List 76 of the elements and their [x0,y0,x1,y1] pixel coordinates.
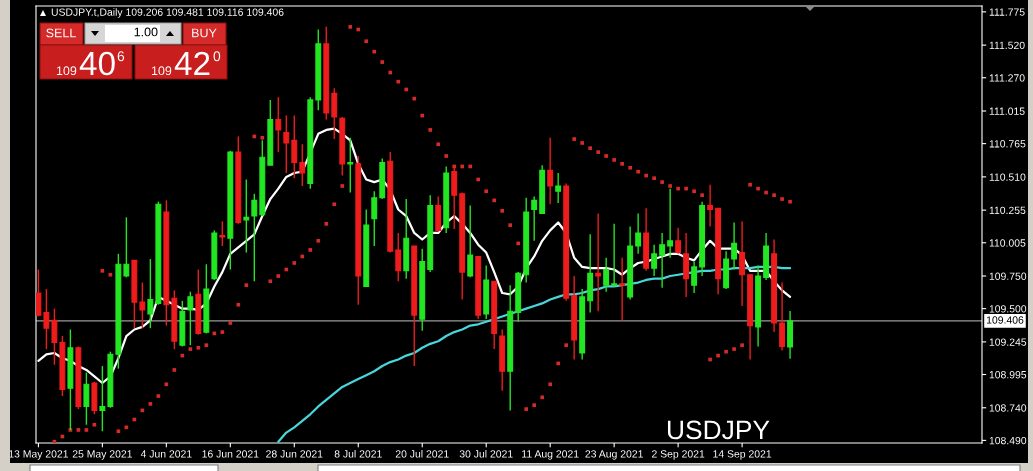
annotation: 6 [117,51,125,62]
x-tick-label: 28 Jun 2021 [266,450,323,458]
annotation: 109 [56,66,77,76]
y-tick-label: 111.520 [989,41,1025,50]
y-tick-label: 109.245 [989,338,1027,346]
candlestick [667,187,674,259]
x-tick-label: 16 Jun 2021 [202,450,259,458]
x-tick-label: 20 Jul 2021 [395,449,449,458]
candlestick [347,137,354,194]
candlestick [739,220,746,307]
annotation: 40 [79,51,115,76]
candlestick [123,216,130,279]
candlestick [43,288,50,350]
annotation: USDJPY [667,420,770,440]
candlestick [395,232,402,282]
candlestick [595,212,602,312]
annotation: BUY [192,28,217,38]
x-tick-label: 13 May 2021 [9,450,69,460]
candlestick [619,257,626,322]
x-tick-label: 30 Jul 2021 [459,449,513,458]
candlestick [291,114,298,179]
candlestick [219,220,226,247]
candlestick [371,190,378,247]
candlestick [283,114,290,174]
candlestick [36,268,42,318]
x-tick-label: 2 Sep 2021 [652,450,705,460]
candlestick [251,193,258,282]
candlestick [275,96,282,153]
candlestick [659,232,666,289]
candlestick [603,257,610,293]
candlestick [555,172,562,204]
candlestick [243,178,250,254]
candlestick [635,212,642,255]
ref-line-label: 109.406 [986,316,1024,324]
candlestick [99,365,106,432]
annotation: 1.00 [134,27,158,37]
y-tick-label: 110.765 [989,140,1026,148]
y-tick-label: 110.005 [989,239,1026,247]
annotation: 42 [174,51,210,75]
candlestick [611,223,618,288]
candlestick [731,221,738,271]
y-tick-label: 109.750 [989,272,1027,280]
annotation: 109 [151,66,172,76]
candlestick [779,281,786,352]
candlestick [331,87,338,140]
x-tick-label: 14 Sep 2021 [713,450,772,460]
x-tick-label: 4 Jun 2021 [140,450,192,458]
candlestick [187,290,194,346]
candlestick [675,227,682,255]
candlestick [691,260,698,294]
candlestick [531,195,538,242]
annotation: SELL [46,28,76,38]
candlestick [147,258,154,329]
candlestick [467,204,474,279]
y-tick-label: 111.015 [989,107,1025,115]
y-tick-label: 108.490 [989,436,1027,445]
x-tick-label: 23 Aug 2021 [585,450,643,460]
candlestick [51,307,58,366]
y-tick-label: 110.255 [989,206,1026,215]
chart-title: USDJPY.t,Daily 109.206 109.481 109.116 109.406 [51,8,284,18]
x-tick-label: 8 Jul 2021 [334,449,382,458]
x-tick-label: 25 May 2021 [72,450,132,460]
candlestick [83,371,90,426]
y-tick-label: 111.270 [989,74,1025,82]
y-tick-label: 108.740 [989,404,1027,412]
y-tick-label: 108.995 [989,371,1027,379]
y-tick-label: 110.510 [989,173,1026,181]
candlestick [547,137,554,205]
candlestick [651,244,658,277]
x-tick-label: 11 Aug 2021 [522,450,579,460]
candlestick [299,143,306,187]
y-tick-label: 109.500 [989,305,1027,313]
y-tick-label: 111.775 [989,8,1025,16]
annotation: 0 [213,51,221,62]
candlestick [139,281,146,329]
candlestick [707,184,714,228]
